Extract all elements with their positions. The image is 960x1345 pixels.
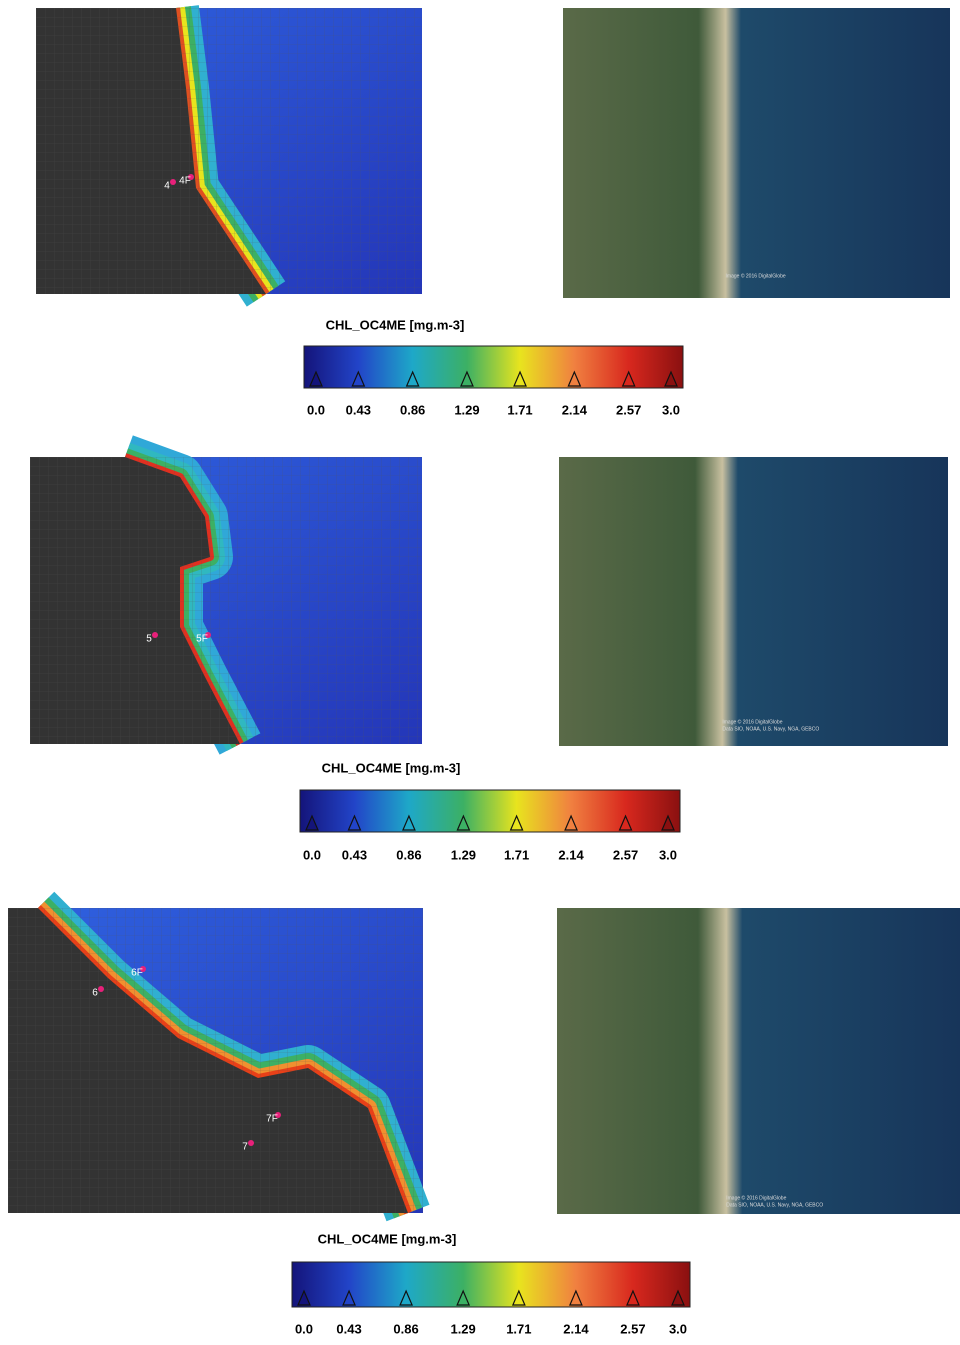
grid — [8, 908, 423, 1213]
colorbar-label: CHL_OC4ME [mg.m-3] — [318, 1231, 457, 1246]
tick-label: 0.86 — [396, 847, 421, 862]
chl-map: 6 6F 7 7F — [8, 908, 423, 1213]
station-label: 6 — [92, 988, 98, 999]
tick-label: 0.86 — [393, 1321, 418, 1336]
tick-label: 2.14 — [563, 1321, 589, 1336]
image-credit: Data SIO, NOAA, U.S. Navy, NGA, GEBCO — [726, 1202, 823, 1208]
tick-label: 2.57 — [620, 1321, 645, 1336]
tick-label: 2.14 — [562, 402, 588, 417]
panel: 4 4F Image © 2016 DigitalGlobe CHL_OC4ME [m… — [36, 8, 950, 417]
satellite-image — [563, 8, 950, 298]
image-credit: Data SIO, NOAA, U.S. Navy, NGA, GEBCO — [722, 726, 819, 732]
tick-label: 0.43 — [346, 402, 371, 417]
station-dot — [152, 632, 158, 638]
station-label: 6F — [131, 968, 143, 979]
tick-label: 1.29 — [454, 402, 479, 417]
chl-map: 4 4F — [36, 8, 422, 294]
tick-label: 0.0 — [303, 847, 321, 862]
station-dot — [98, 986, 104, 992]
tick-label: 0.0 — [307, 402, 325, 417]
tick-label: 1.29 — [450, 1321, 475, 1336]
tick-label: 0.0 — [295, 1321, 313, 1336]
image-credit: Image © 2016 DigitalGlobe — [726, 272, 786, 279]
tick-label: 2.14 — [558, 847, 584, 862]
page: {"colormap": ["#14147a", "#2244c8", "#1e… — [0, 0, 960, 1345]
station-label: 5 — [146, 634, 152, 645]
station-label: 4F — [179, 176, 191, 187]
chl-map: 5 5F — [30, 457, 422, 744]
station-dot — [248, 1140, 254, 1146]
station-label: 7F — [266, 1114, 278, 1125]
tick-label: 0.43 — [336, 1321, 361, 1336]
station-label: 5F — [196, 634, 208, 645]
satellite-image — [559, 457, 948, 746]
tick-label: 3.0 — [659, 847, 677, 862]
tick-label: 1.71 — [507, 402, 532, 417]
tick-label: 1.71 — [506, 1321, 531, 1336]
station-label: 4 — [164, 181, 170, 192]
satellite-image — [557, 908, 960, 1214]
tick-label: 0.86 — [400, 402, 425, 417]
tick-label: 2.57 — [613, 847, 638, 862]
grid — [30, 457, 422, 744]
image-credit: Image © 2016 DigitalGlobe — [726, 1194, 786, 1201]
tick-label: 3.0 — [669, 1321, 687, 1336]
colorbar-label: CHL_OC4ME [mg.m-3] — [326, 317, 465, 332]
grid — [36, 8, 422, 294]
tick-label: 3.0 — [662, 402, 680, 417]
station-label: 7 — [242, 1142, 248, 1153]
tick-label: 2.57 — [616, 402, 641, 417]
tick-label: 1.71 — [504, 847, 529, 862]
image-credit: Image © 2016 DigitalGlobe — [722, 718, 782, 725]
colorbar-label: CHL_OC4ME [mg.m-3] — [322, 760, 461, 775]
station-dot — [170, 179, 176, 185]
tick-label: 1.29 — [451, 847, 476, 862]
tick-label: 0.43 — [342, 847, 367, 862]
figure: 4 4F Image © 2016 DigitalGlobe CHL_OC4ME [m… — [0, 0, 960, 1340]
